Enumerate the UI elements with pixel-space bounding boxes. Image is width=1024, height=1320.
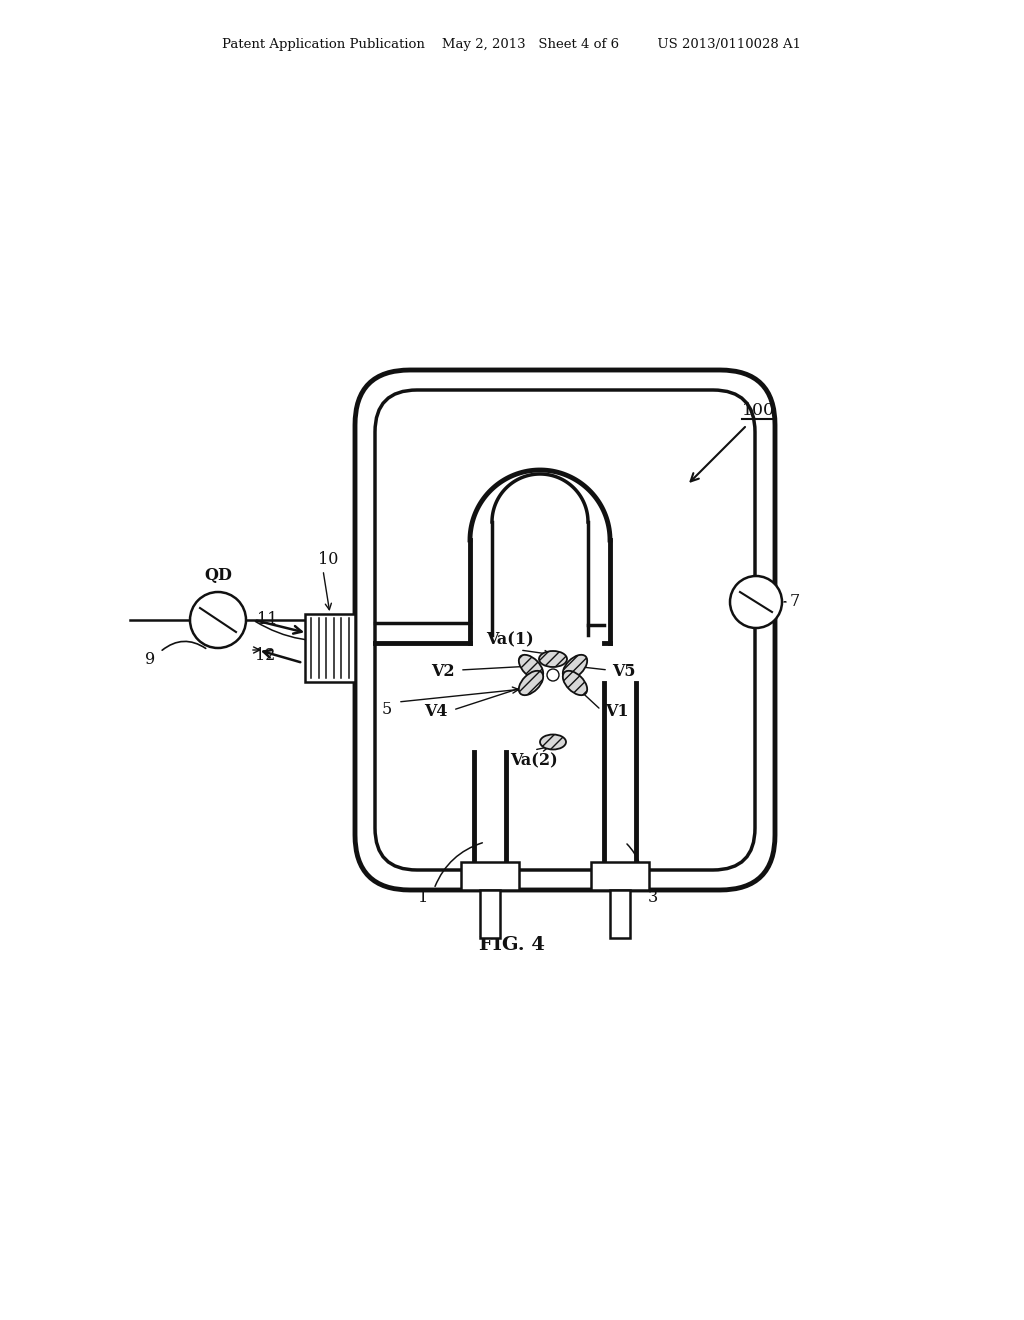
Text: 12: 12 (255, 647, 275, 664)
Ellipse shape (519, 671, 543, 696)
Ellipse shape (540, 734, 566, 750)
Bar (480, 890, 500, 939)
Ellipse shape (539, 651, 567, 667)
Text: V5: V5 (612, 664, 636, 681)
Ellipse shape (563, 655, 587, 680)
Ellipse shape (519, 655, 543, 680)
Text: 3: 3 (648, 888, 658, 906)
Ellipse shape (563, 671, 587, 696)
Text: V1: V1 (605, 704, 629, 721)
Text: V4: V4 (425, 704, 449, 721)
Text: Patent Application Publication    May 2, 2013   Sheet 4 of 6         US 2013/011: Patent Application Publication May 2, 20… (222, 38, 802, 51)
Text: 11: 11 (257, 611, 278, 628)
Text: 9: 9 (144, 652, 155, 668)
Text: FIG. 4: FIG. 4 (479, 936, 545, 954)
Text: QD: QD (204, 568, 232, 583)
Text: 1: 1 (418, 888, 428, 906)
Text: 100: 100 (742, 403, 775, 418)
Circle shape (730, 576, 782, 628)
Text: 7: 7 (790, 594, 800, 610)
Circle shape (190, 591, 246, 648)
Text: 10: 10 (317, 550, 338, 568)
Bar (461, 862, 519, 890)
Bar (305, 614, 355, 682)
Bar (591, 862, 649, 890)
Text: 5: 5 (382, 701, 392, 718)
Text: Va(2): Va(2) (510, 752, 558, 770)
Circle shape (547, 669, 559, 681)
Bar (610, 890, 630, 939)
Text: V2: V2 (431, 664, 455, 681)
Text: Va(1): Va(1) (486, 631, 534, 648)
